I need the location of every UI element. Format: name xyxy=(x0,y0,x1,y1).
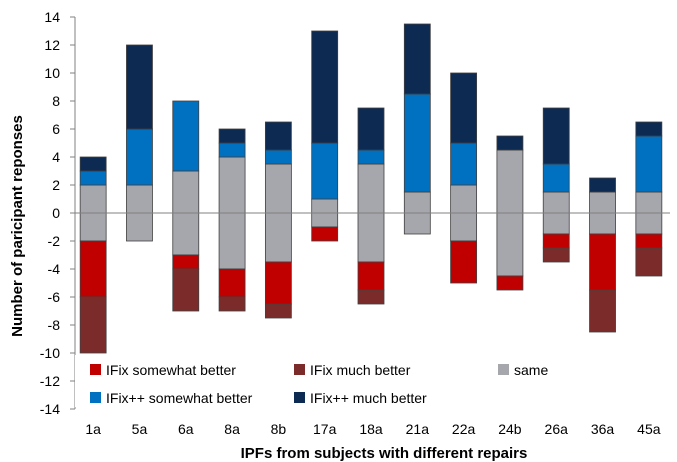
bar-ifix++-somewhat-better-6a xyxy=(172,100,200,172)
bar-ifix++-much-better-5a xyxy=(126,44,153,130)
bar-ifix++-much-better-17a xyxy=(311,30,339,144)
bar-ifix++-somewhat-better-26a xyxy=(542,163,570,193)
legend-label: IFix somewhat better xyxy=(106,362,236,378)
bar-ifix++-much-better-22a xyxy=(450,72,478,144)
legend-swatch xyxy=(498,364,509,375)
x-tick-label: 8a xyxy=(224,421,240,437)
bar-ifix-somewhat-better-18a xyxy=(357,261,385,291)
legend-swatch xyxy=(294,392,305,403)
y-axis: 14 12 10 8 6 4 2 0 -2 -4 -6 -8 -10 -12 -14 xyxy=(40,9,76,417)
legend-label: IFix much better xyxy=(310,362,411,378)
legend-background xyxy=(75,355,470,407)
y-tick-label: -6 xyxy=(48,289,61,305)
bar-ifix++-somewhat-better-1a xyxy=(79,170,107,186)
x-tick-label: 1a xyxy=(85,421,101,437)
bar-ifix-much-better-45a xyxy=(635,247,663,277)
x-tick-label: 22a xyxy=(452,421,476,437)
plot-area xyxy=(79,23,663,354)
legend-label: IFix++ somewhat better xyxy=(106,390,253,406)
y-tick-label: 6 xyxy=(52,121,60,137)
x-axis: 1a 5a 6a 8a 8b 17a 18a 21a 22a 24b 26a 36a 45a xyxy=(75,212,670,437)
x-tick-label: 45a xyxy=(637,421,661,437)
legend-label: IFix++ much better xyxy=(310,390,427,406)
x-tick-label: 8b xyxy=(271,421,287,437)
y-tick-label: 10 xyxy=(44,65,60,81)
bar-ifix-somewhat-better-24b xyxy=(496,275,524,291)
bar-ifix++-much-better-1a xyxy=(79,156,107,172)
bar-ifix-much-better-8b xyxy=(264,303,292,319)
bar-ifix-somewhat-better-6a xyxy=(172,254,200,270)
bar-ifix-somewhat-better-8a xyxy=(218,268,246,298)
bar-ifix++-somewhat-better-22a xyxy=(450,142,478,186)
bar-ifix-much-better-26a xyxy=(542,247,570,263)
y-tick-label: 2 xyxy=(52,177,60,193)
bar-ifix-somewhat-better-36a xyxy=(589,233,616,291)
bar-ifix++-much-better-24b xyxy=(496,135,524,151)
y-tick-label: 8 xyxy=(52,93,60,109)
bar-ifix-much-better-1a xyxy=(79,296,107,354)
y-axis-title: Number of paricipant reponses xyxy=(9,115,26,337)
y-tick-label: 0 xyxy=(52,205,60,221)
x-axis-title: IPFs from subjects with different repair… xyxy=(241,445,528,462)
bar-ifix++-somewhat-better-21a xyxy=(403,93,431,193)
bar-ifix++-much-better-8a xyxy=(218,128,246,144)
bar-ifix++-much-better-45a xyxy=(635,121,663,137)
y-tick-label: -10 xyxy=(40,345,60,361)
bar-ifix-much-better-18a xyxy=(357,289,385,305)
bar-ifix-somewhat-better-22a xyxy=(450,240,478,284)
bar-ifix++-somewhat-better-18a xyxy=(357,149,385,165)
bar-ifix-somewhat-better-45a xyxy=(635,233,663,249)
x-tick-label: 18a xyxy=(359,421,383,437)
bar-ifix-somewhat-better-26a xyxy=(542,233,570,249)
bar-ifix-somewhat-better-8b xyxy=(264,261,292,305)
y-tick-label: -2 xyxy=(48,233,61,249)
bar-ifix-somewhat-better-17a xyxy=(311,226,339,242)
x-tick-label: 6a xyxy=(178,421,194,437)
bar-ifix++-much-better-8b xyxy=(264,121,292,151)
legend-swatch xyxy=(294,364,305,375)
legend-swatch xyxy=(90,364,101,375)
bar-ifix++-somewhat-better-8a xyxy=(218,142,246,158)
bar-ifix++-much-better-36a xyxy=(589,177,616,193)
y-tick-label: -4 xyxy=(48,261,61,277)
bar-ifix++-somewhat-better-8b xyxy=(264,149,292,165)
y-tick-label: 4 xyxy=(52,149,60,165)
bar-ifix++-much-better-18a xyxy=(357,107,385,151)
y-tick-label: 14 xyxy=(44,9,60,25)
x-tick-label: 36a xyxy=(591,421,615,437)
y-tick-label: 12 xyxy=(44,37,60,53)
legend: IFix somewhat better IFix much better same… xyxy=(75,355,548,407)
bar-ifix++-much-better-26a xyxy=(542,107,570,165)
x-tick-label: 26a xyxy=(545,421,569,437)
bar-ifix++-somewhat-better-5a xyxy=(126,128,153,186)
bar-ifix++-much-better-21a xyxy=(403,23,431,95)
x-tick-label: 17a xyxy=(313,421,337,437)
y-tick-label: -14 xyxy=(40,401,60,417)
bar-ifix-much-better-8a xyxy=(218,296,246,312)
bar-ifix++-somewhat-better-45a xyxy=(635,135,663,193)
y-tick-label: -8 xyxy=(48,317,61,333)
x-tick-label: 24b xyxy=(498,421,522,437)
x-tick-label: 5a xyxy=(132,421,148,437)
x-tick-label: 21a xyxy=(406,421,430,437)
bar-ifix-somewhat-better-1a xyxy=(79,240,107,298)
legend-swatch xyxy=(90,392,101,403)
y-tick-label: -12 xyxy=(40,373,60,389)
bar-ifix-much-better-36a xyxy=(589,289,616,333)
bar-ifix++-somewhat-better-17a xyxy=(311,142,339,200)
legend-label: same xyxy=(514,362,548,378)
bar-ifix-much-better-6a xyxy=(172,268,200,312)
